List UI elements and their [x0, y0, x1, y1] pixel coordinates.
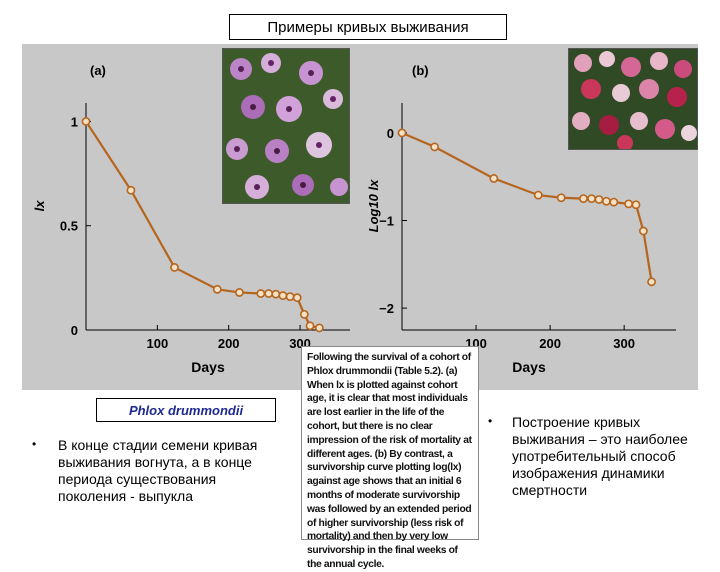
data-point-0-3 — [212, 284, 222, 294]
bullet-marker-left: • — [32, 437, 37, 451]
bullet-marker-right: • — [488, 414, 493, 428]
y-tick-label-0-2: 1 — [71, 114, 78, 129]
data-point-1-12 — [639, 226, 648, 236]
y-tick-label-1-2: −2 — [379, 301, 394, 316]
data-point-1-13 — [647, 277, 656, 287]
x-tick-label-0-1: 200 — [218, 336, 240, 351]
panel-label-0: (a) — [90, 63, 106, 78]
data-point-1-3 — [533, 190, 543, 200]
x-axis-label-1: Days — [512, 359, 546, 375]
bullet-text-left: В конце стадии семени кривая выживания в… — [58, 437, 258, 504]
data-point-0-12 — [305, 321, 315, 331]
figure-caption: Following the survival of a cohort of Ph… — [301, 346, 479, 570]
data-point-1-8 — [601, 196, 611, 206]
data-point-0-13 — [314, 323, 324, 333]
data-point-0-6 — [264, 289, 274, 298]
data-point-1-9 — [609, 197, 619, 207]
phlox-photo-a — [222, 48, 350, 204]
data-point-0-5 — [256, 289, 266, 298]
phlox-photo-b — [568, 48, 698, 150]
data-point-1-0 — [397, 128, 407, 138]
y-tick-label-1-0: 0 — [387, 126, 394, 141]
x-tick-label-1-2: 300 — [613, 336, 635, 351]
data-point-1-1 — [430, 142, 439, 152]
x-tick-label-1-1: 200 — [539, 336, 561, 351]
data-point-1-5 — [579, 194, 588, 203]
y-tick-label-0-1: 0.5 — [60, 219, 78, 234]
data-point-0-4 — [235, 288, 244, 297]
slide-title: Примеры кривых выживания — [229, 14, 507, 40]
data-point-0-11 — [299, 309, 309, 319]
x-tick-label-0-0: 100 — [146, 336, 168, 351]
panel-label-1: (b) — [412, 63, 429, 78]
data-point-0-0 — [81, 117, 91, 126]
data-point-1-11 — [631, 200, 641, 210]
y-axis-label-0: lx — [32, 200, 47, 212]
data-point-0-8 — [278, 291, 288, 300]
y-axis-label-1: Log10 lx — [366, 179, 381, 233]
data-point-1-10 — [624, 199, 634, 209]
data-point-0-2 — [170, 263, 179, 272]
data-point-0-1 — [126, 185, 136, 195]
x-axis-label-0: Days — [191, 359, 225, 375]
data-point-0-10 — [292, 293, 302, 303]
bullet-text-right: Построение кривых выживания – это наибол… — [512, 414, 688, 498]
data-point-1-6 — [587, 194, 596, 203]
species-label: Phlox drummondii — [96, 398, 276, 422]
data-point-0-7 — [271, 289, 281, 299]
data-point-1-7 — [594, 195, 604, 204]
y-tick-label-1-1: −1 — [379, 214, 394, 229]
data-point-1-4 — [556, 193, 566, 203]
y-tick-label-0-0: 0 — [71, 323, 78, 338]
data-point-0-9 — [285, 292, 295, 302]
series-line-1 — [401, 131, 653, 282]
data-point-1-2 — [489, 174, 499, 183]
